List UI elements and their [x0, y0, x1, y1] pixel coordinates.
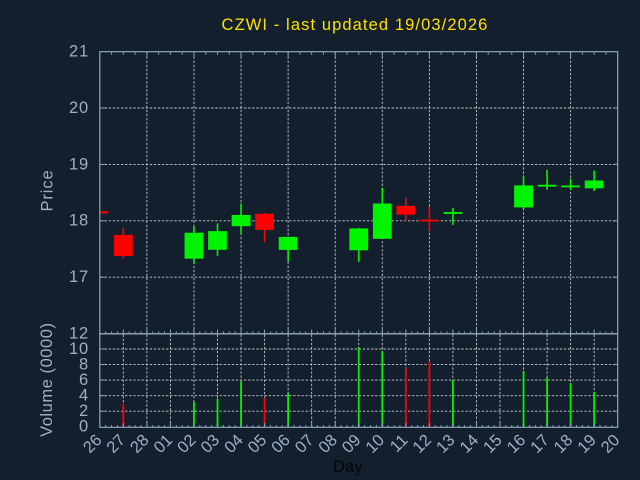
svg-text:2: 2 [79, 402, 89, 420]
svg-text:CZWI - last updated 19/03/2026: CZWI - last updated 19/03/2026 [222, 16, 489, 34]
svg-text:4: 4 [79, 387, 89, 405]
svg-text:0: 0 [79, 418, 89, 436]
svg-text:Price: Price [39, 169, 57, 211]
svg-text:10: 10 [69, 340, 89, 358]
svg-text:6: 6 [79, 371, 89, 389]
svg-text:Day: Day [333, 458, 363, 476]
svg-text:17: 17 [69, 268, 89, 286]
svg-text:21: 21 [69, 43, 89, 61]
svg-text:19: 19 [69, 155, 89, 173]
svg-text:Volume (0000): Volume (0000) [38, 322, 56, 436]
svg-text:20: 20 [69, 99, 89, 117]
svg-text:12: 12 [69, 324, 89, 342]
svg-text:18: 18 [69, 212, 89, 230]
svg-text:8: 8 [79, 356, 89, 374]
